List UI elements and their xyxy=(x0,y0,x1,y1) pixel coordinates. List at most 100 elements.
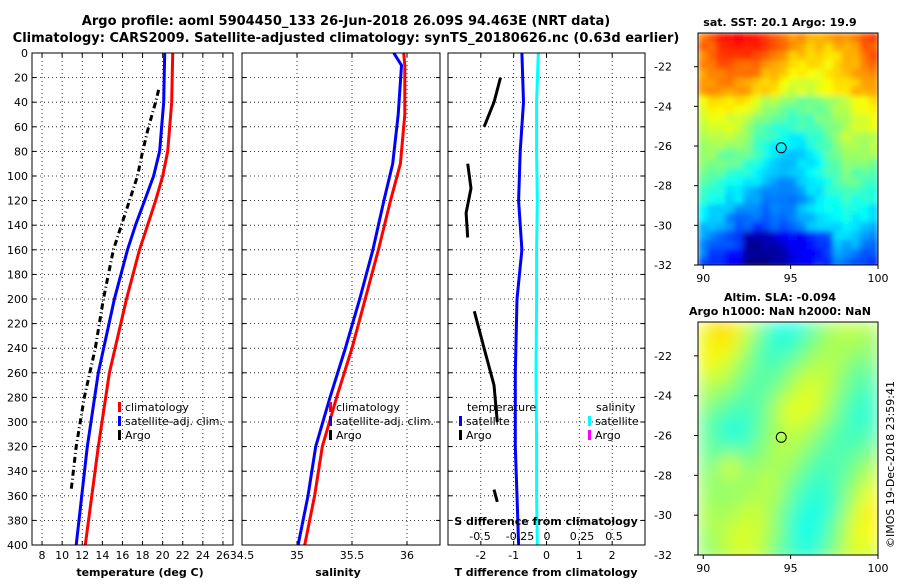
sla-cell xyxy=(818,412,829,423)
depth-tick-label: 380 xyxy=(7,514,28,527)
depth-tick-label: 40 xyxy=(14,96,28,109)
salinity-legend: climatology satellite-adj. clim. Argo xyxy=(329,401,434,442)
sla-cell xyxy=(858,412,869,423)
sla-cell xyxy=(798,502,809,513)
difference-grid xyxy=(448,52,645,546)
sst-cell xyxy=(824,105,834,115)
sst-cell xyxy=(824,69,834,79)
sla-cell xyxy=(698,352,709,363)
sst-cell xyxy=(797,222,807,232)
sst-cell xyxy=(833,51,843,61)
sst-cell xyxy=(779,123,789,133)
sst-cell xyxy=(698,231,708,241)
sst-cell xyxy=(842,132,852,142)
sla-cell xyxy=(698,512,709,523)
sst-cell xyxy=(842,141,852,151)
sla-cell xyxy=(718,412,729,423)
sla-cell xyxy=(778,372,789,383)
sla-cell xyxy=(738,322,749,333)
sst-cell xyxy=(698,204,708,214)
sst-cell xyxy=(698,249,708,259)
sla-cell xyxy=(768,402,779,413)
x-tick-label: 10 xyxy=(55,549,69,562)
sst-cell xyxy=(806,204,816,214)
sst-cell xyxy=(833,249,843,259)
sla-cell xyxy=(728,442,739,453)
sla-cell xyxy=(838,382,849,393)
sla-cell xyxy=(808,512,819,523)
sst-cell xyxy=(833,33,843,43)
sla-cell xyxy=(698,462,709,473)
sst-cell xyxy=(752,132,762,142)
sst-cell xyxy=(725,150,735,160)
sst-cell xyxy=(815,87,825,97)
sla-cell xyxy=(738,422,749,433)
sla-cell xyxy=(858,372,869,383)
sst-cell xyxy=(716,87,726,97)
sst-cell xyxy=(851,258,861,265)
sla-cell xyxy=(818,402,829,413)
sst-cell xyxy=(716,114,726,124)
sst-cell xyxy=(716,105,726,115)
sst-cell xyxy=(815,60,825,70)
sst-cell xyxy=(833,222,843,232)
sla-cell xyxy=(728,372,739,383)
sst-cell xyxy=(752,78,762,88)
sst-cell xyxy=(815,78,825,88)
sst-cell xyxy=(869,42,878,52)
sst-cell xyxy=(725,105,735,115)
sla-cell xyxy=(778,402,789,413)
sst-cell xyxy=(698,132,708,142)
sla-cell xyxy=(808,352,819,363)
sst-cell xyxy=(788,87,798,97)
sst-cell xyxy=(770,159,780,169)
sla-cell xyxy=(798,552,809,555)
sla-cell xyxy=(748,322,759,333)
sst-cell xyxy=(815,195,825,205)
sst-cell xyxy=(698,150,708,160)
sla-cell xyxy=(828,432,839,443)
sla-cell xyxy=(868,512,878,523)
sla-cell xyxy=(858,442,869,453)
sla-cell xyxy=(738,372,749,383)
sla-cell xyxy=(768,442,779,453)
sla-cell xyxy=(798,382,809,393)
sla-cell xyxy=(838,532,849,543)
sst-cell xyxy=(698,177,708,187)
sla-cell xyxy=(728,402,739,413)
sst-cell xyxy=(725,159,735,169)
sst-cell xyxy=(716,258,726,265)
sla-cell xyxy=(708,362,719,373)
sla-cell xyxy=(828,322,839,333)
sla-cell xyxy=(818,382,829,393)
sla-cell xyxy=(718,392,729,403)
sst-cell xyxy=(788,258,798,265)
sst-cell xyxy=(869,231,878,241)
sla-cell xyxy=(758,342,769,353)
sst-cell xyxy=(716,231,726,241)
sla-cell xyxy=(818,542,829,553)
depth-tick-label: 400 xyxy=(7,539,28,552)
sst-cell xyxy=(833,186,843,196)
sla-cell xyxy=(718,492,729,503)
sst-cell xyxy=(788,204,798,214)
sla-cell xyxy=(758,372,769,383)
sst-cell xyxy=(716,249,726,259)
sst-cell xyxy=(725,69,735,79)
sla-cell xyxy=(768,342,779,353)
map-y-tick-label: -26 xyxy=(654,430,672,443)
sst-cell xyxy=(860,240,870,250)
sst-cell xyxy=(788,213,798,223)
sst-cell xyxy=(842,105,852,115)
sla-cell xyxy=(698,452,709,463)
sla-cell xyxy=(728,472,739,483)
sst-cell xyxy=(698,51,708,61)
t-difference-xlabel: T difference from climatology xyxy=(454,566,637,579)
sst-cell xyxy=(806,105,816,115)
sst-cell xyxy=(779,42,789,52)
sst-cell xyxy=(779,168,789,178)
legend-swatch-s-satellite xyxy=(588,416,591,426)
temperature-legend: climatology satellite-adj. clim. Argo xyxy=(118,401,223,442)
sla-cell xyxy=(698,482,709,493)
sla-cell xyxy=(708,542,719,553)
